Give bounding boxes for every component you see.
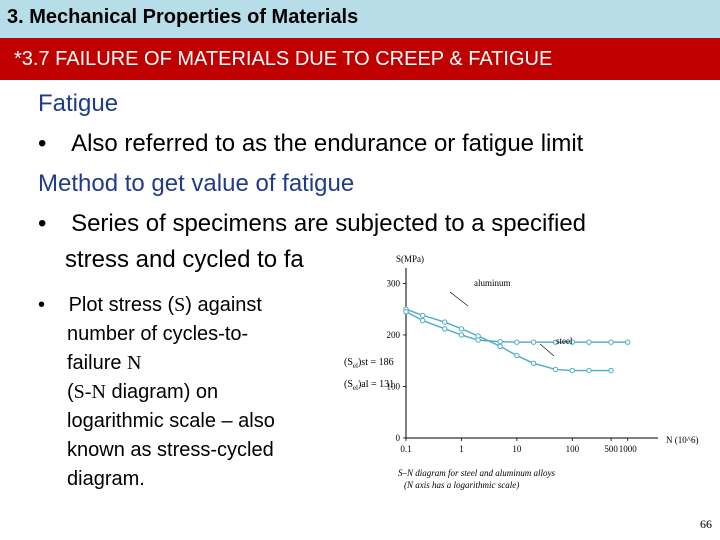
data-point-aluminum: [552, 366, 559, 373]
header-title: 3. Mechanical Properties of Materials: [7, 6, 359, 28]
data-point-aluminum: [530, 360, 537, 367]
x-tick-label: 0.1: [400, 444, 411, 454]
bullet-text: (S-N diagram) on: [67, 381, 219, 403]
series-label-aluminum: aluminum: [474, 278, 511, 288]
x-ticks: 0.1 1 10 100 500 1000: [400, 438, 637, 454]
series-label-steel: steel: [556, 336, 573, 346]
section-title: *3.7 FAILURE OF MATERIALS DUE TO CREEP &…: [14, 48, 553, 70]
data-point-steel: [475, 337, 481, 343]
data-point-aluminum: [569, 367, 576, 374]
data-point-steel: [419, 317, 426, 324]
y-axis-label: S(MPa): [396, 254, 424, 264]
x-tick-label: 1: [459, 444, 464, 454]
bullet-text: failure N: [67, 352, 142, 374]
steel-leader-line: [539, 343, 555, 357]
bullet-item: • Also referred to as the endurance or f…: [38, 130, 583, 158]
data-point-steel: [586, 339, 592, 345]
header-bar: 3. Mechanical Properties of Materials: [0, 0, 720, 38]
annotation-steel-limit: (Sel)st = 186: [344, 357, 394, 370]
data-point-aluminum: [442, 319, 448, 325]
data-point-steel: [403, 309, 409, 315]
x-tick-label: 10: [512, 444, 522, 454]
data-point-steel: [569, 339, 576, 345]
x-axis-label: N (10^6): [666, 435, 698, 445]
data-point-steel: [608, 339, 614, 345]
bullet-symbol: •: [38, 130, 47, 157]
y-tick-label: 100: [387, 381, 401, 391]
x-tick-label: 500: [604, 444, 618, 454]
aluminum-leader-line: [449, 291, 469, 307]
annotation-aluminum-limit: (Sel)al = 131: [344, 379, 394, 392]
bullet-symbol: •: [38, 294, 46, 316]
bullet-text-continued: stress and cycled to fa: [65, 246, 304, 273]
heading-fatigue: Fatigue: [38, 90, 119, 117]
y-tick-label: 0: [396, 433, 401, 443]
svg-text:(Sel)al = 131: (Sel)al = 131: [344, 379, 394, 392]
data-point-steel: [625, 339, 631, 345]
data-point-aluminum: [497, 343, 503, 350]
figure-background: [338, 250, 720, 500]
chart-axes: [405, 268, 658, 439]
figure-caption-line-1: S–N diagram for steel and aluminum alloy…: [398, 468, 555, 478]
sn-diagram: S(MPa) N (10^6) 0 100 200 300 0.1 1 10 100 500 1…: [338, 250, 720, 500]
data-point-steel: [530, 339, 537, 345]
section-bar: *3.7 FAILURE OF MATERIALS DUE TO CREEP &…: [0, 38, 720, 80]
data-point-steel: [442, 326, 448, 332]
data-point-steel: [458, 332, 465, 338]
y-ticks: 0 100 200 300: [387, 278, 406, 443]
bullet-text: Series of specimens are subjected to a s…: [71, 210, 587, 237]
data-point-steel: [497, 338, 503, 345]
data-point-aluminum: [586, 367, 592, 374]
bullet-text: • Plot stress (S) against: [38, 294, 262, 316]
data-point-aluminum: [419, 312, 426, 319]
data-point-aluminum: [458, 326, 465, 332]
y-tick-label: 200: [387, 330, 401, 340]
bullet-text: number of cycles-to-: [67, 323, 249, 345]
page-number: 66: [700, 517, 712, 531]
data-point-steel: [552, 339, 559, 345]
bullet-text: logarithmic scale – also: [67, 410, 275, 432]
series-line-aluminum: [405, 308, 612, 372]
data-point-aluminum: [608, 367, 614, 374]
x-tick-label: 100: [566, 444, 580, 454]
data-point-steel: [514, 339, 520, 345]
heading-method: Method to get value of fatigue: [38, 170, 355, 197]
bullet-text: known as stress-cycled: [67, 439, 274, 461]
svg-text:(Sel)st = 186: (Sel)st = 186: [344, 357, 394, 370]
x-tick-label: 1000: [619, 444, 638, 454]
bullet-item: • Series of specimens are subjected to a…: [38, 210, 586, 238]
bullet-symbol: •: [38, 210, 47, 237]
y-tick-label: 300: [387, 278, 401, 288]
data-point-aluminum: [514, 352, 520, 359]
bullet-text: Also referred to as the endurance or fat…: [71, 130, 584, 157]
figure-caption-line-2: (N axis has a logarithmic scale): [404, 480, 519, 490]
bullet-text: diagram.: [67, 468, 145, 490]
chart-series: [403, 306, 631, 374]
